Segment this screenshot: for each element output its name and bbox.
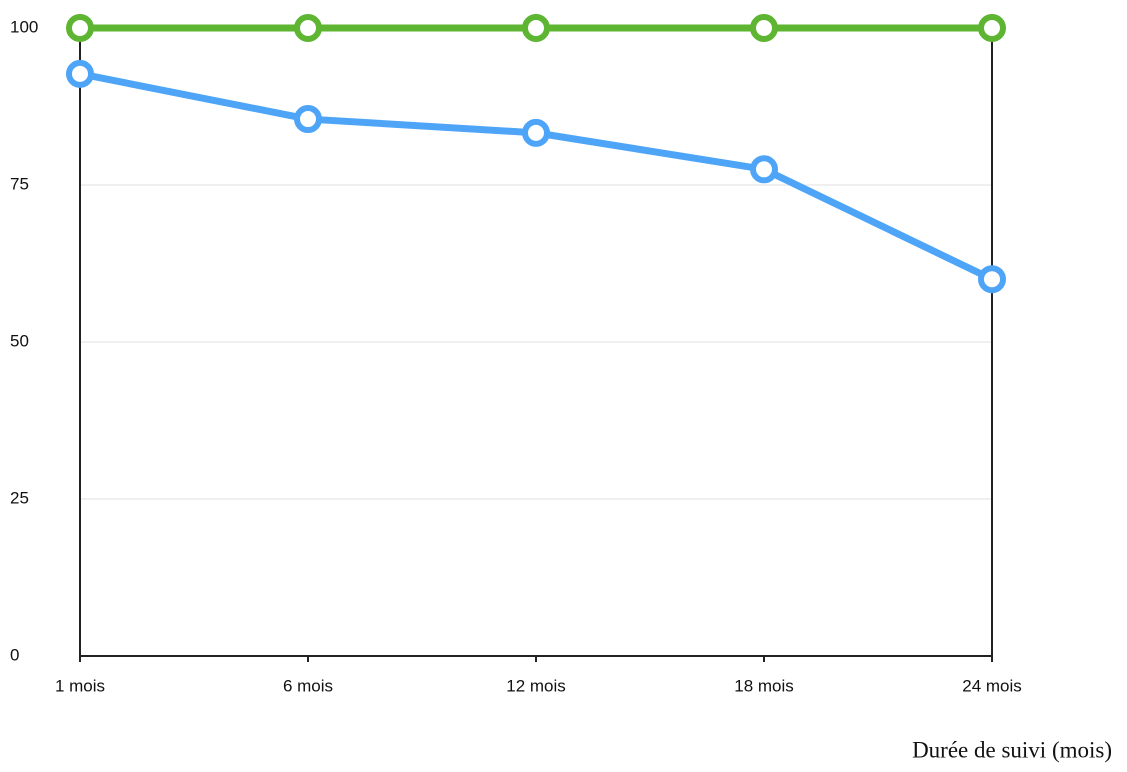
x-tick-label: 1 mois [55,676,105,695]
point [978,265,1006,294]
point [522,118,550,147]
series-line [79,70,994,283]
point [750,155,778,184]
point [66,59,94,88]
y-tick-label: 0 [10,645,19,664]
point [66,14,94,42]
x-tick-label: 18 mois [734,676,794,695]
x-tick-label: 12 mois [506,676,566,695]
y-tick-label: 75 [10,174,29,193]
y-tick-label: 100 [10,17,38,36]
point [522,14,550,42]
point [750,14,778,42]
x-tick-label: 6 mois [283,676,333,695]
x-axis-label: Durée de suivi (mois) [912,737,1112,762]
x-tick-label: 24 mois [962,676,1022,695]
point [978,14,1006,42]
y-tick-label: 50 [10,331,29,350]
y-tick-label: 25 [10,488,29,507]
point [294,14,322,42]
point [294,105,322,134]
